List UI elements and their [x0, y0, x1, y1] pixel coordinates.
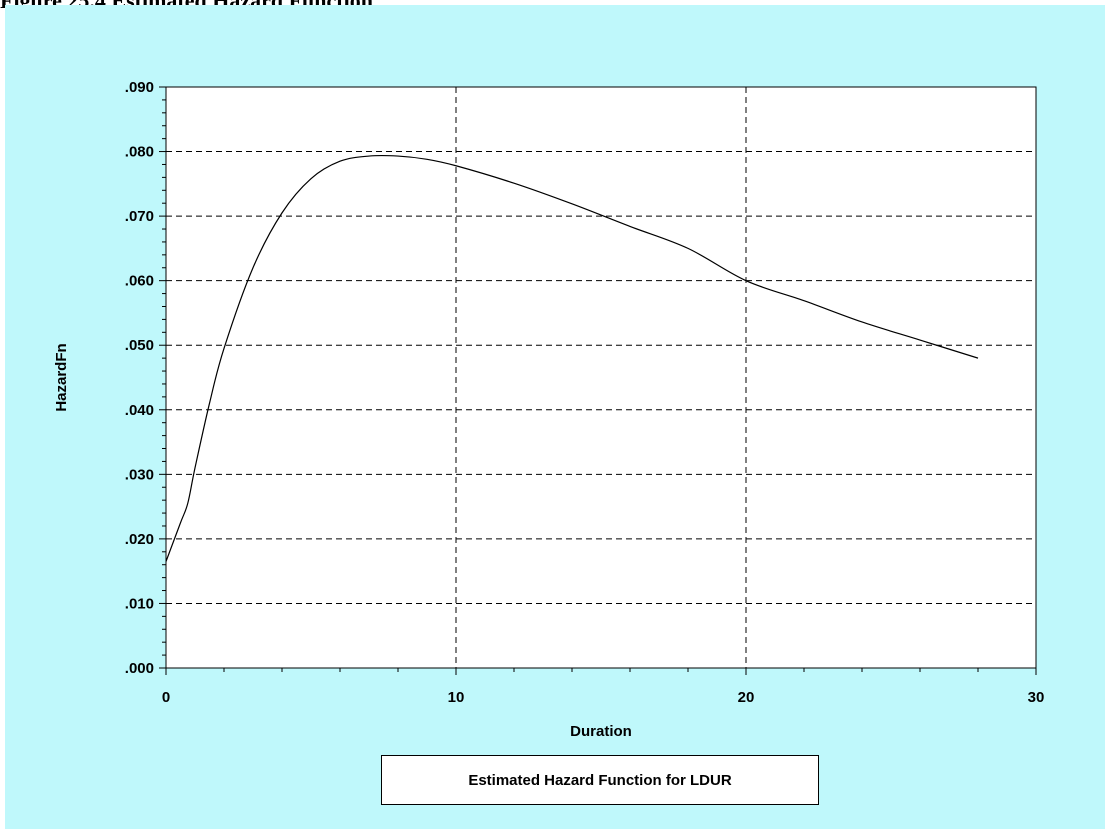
x-tick-label: 10 — [448, 689, 465, 706]
x-tick-labels: 0 10 20 30 — [162, 689, 1045, 706]
legend: Estimated Hazard Function for LDUR — [381, 755, 819, 805]
legend-entry-label: Estimated Hazard Function for LDUR — [468, 771, 732, 789]
y-tick-labels: .000 .010 .020 .030 .040 .050 .060 .070 .080 .090 — [125, 79, 154, 677]
y-tick-label: .030 — [125, 466, 154, 483]
minor-ticks — [159, 86, 1037, 675]
plot-background — [166, 87, 1036, 668]
y-tick-label: .090 — [125, 79, 154, 96]
series-layer — [165, 154, 979, 562]
y-tick-label: .040 — [125, 402, 154, 419]
y-tick-label: .080 — [125, 144, 154, 161]
grid-lines — [166, 87, 1036, 668]
y-tick-label: .020 — [125, 531, 154, 548]
y-tick-label: .000 — [125, 660, 154, 677]
plot-frame — [165, 86, 1037, 669]
x-tick-label: 30 — [1028, 689, 1045, 706]
y-axis-label: HazardFn — [53, 343, 70, 411]
series-line-ldur — [165, 154, 979, 562]
y-tick-label: .060 — [125, 273, 154, 290]
y-tick-label: .070 — [125, 208, 154, 225]
y-tick-label: .010 — [125, 595, 154, 612]
x-tick-label: 20 — [738, 689, 755, 706]
x-axis-label: Duration — [570, 723, 632, 740]
x-tick-label: 0 — [162, 689, 170, 706]
y-tick-label: .050 — [125, 337, 154, 354]
